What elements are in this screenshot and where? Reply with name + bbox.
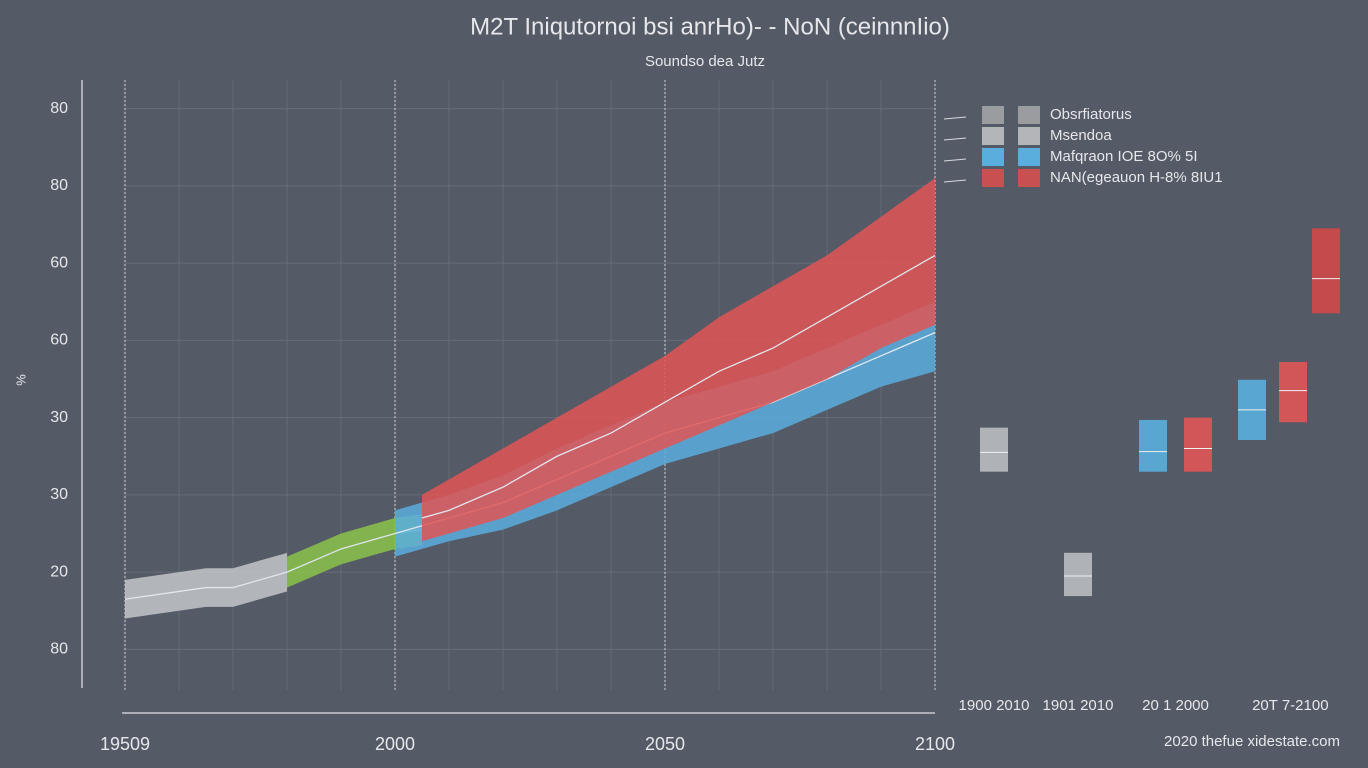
line: [124, 571, 288, 600]
chart-title: M2T Iniqutornoi bsi anrHo)- - NoN (ceinn…: [470, 13, 950, 40]
x-tick-label: 2000: [375, 734, 415, 754]
legend-swatch: [982, 148, 1004, 166]
source: 2020 thefue xidestate.com: [1164, 733, 1340, 750]
legend-swatch: [1018, 106, 1040, 124]
y-tick-label: 60: [50, 332, 68, 349]
legend-swatch: [1018, 148, 1040, 166]
y-tick-label: 80: [50, 641, 68, 658]
legend-swatch: [982, 106, 1004, 124]
legend-swatch: [982, 127, 1004, 145]
y-tick-label: 80: [50, 177, 68, 194]
range-box: [1064, 552, 1092, 597]
range-box: [1184, 417, 1212, 472]
legend-label: NAN(egeauon H-8% 8IU1: [1050, 169, 1223, 186]
y-tick-label: 80: [50, 100, 68, 117]
band: [422, 178, 935, 542]
legend-label: Mafqraon IOE 8O% 5I: [1050, 148, 1198, 165]
legend-line: [943, 179, 967, 183]
range-box: [1279, 362, 1307, 423]
legend-label: Obsrfiatorus: [1050, 106, 1132, 123]
x-tick-label: 19509: [100, 734, 150, 754]
band: [287, 514, 422, 588]
band: [125, 552, 287, 619]
legend-swatch: [1018, 127, 1040, 145]
range-box: [980, 427, 1008, 472]
legend-line: [943, 116, 967, 120]
range-box: [1139, 419, 1167, 472]
legend-line: [943, 137, 967, 141]
chart-subtitle: Soundso dea Jutz: [645, 53, 765, 70]
line: [421, 254, 936, 519]
range-label: 20T 7-2100: [1252, 697, 1328, 714]
legend-swatch: [1018, 169, 1040, 187]
y-axis-label: %: [13, 374, 28, 386]
range-label: 1901 2010: [1043, 697, 1114, 714]
x-tick-label: 2050: [645, 734, 685, 754]
y-tick-label: 20: [50, 563, 68, 580]
range-label: 20 1 2000: [1142, 697, 1209, 714]
legend-line: [943, 158, 967, 162]
y-tick-label: 60: [50, 254, 68, 271]
legend-label: Msendoa: [1050, 127, 1112, 144]
y-tick-label: 30: [50, 409, 68, 426]
range-box: [1312, 228, 1340, 314]
x-tick-label: 2100: [915, 734, 955, 754]
legend-swatch: [982, 169, 1004, 187]
range-label: 1900 2010: [959, 697, 1030, 714]
y-tick-label: 30: [50, 486, 68, 503]
